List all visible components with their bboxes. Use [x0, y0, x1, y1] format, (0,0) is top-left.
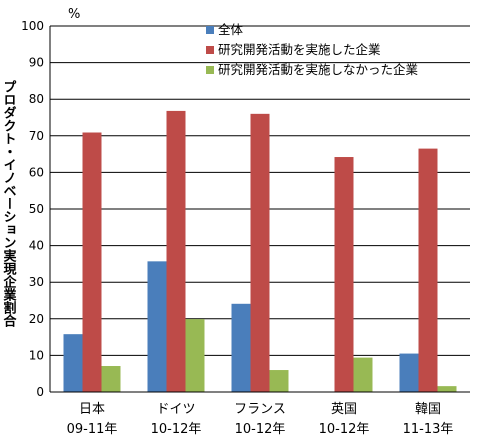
category-period-label: 09-11年	[67, 422, 118, 437]
category-label: フランス	[234, 402, 286, 417]
category-period-label: 10-12年	[151, 422, 202, 437]
axes	[49, 26, 470, 393]
x-category-labels: 日本09-11年ドイツ10-12年フランス10-12年英国10-12年韓国11-…	[67, 402, 454, 437]
y-tick-label: 70	[29, 129, 44, 143]
bars	[63, 110, 457, 393]
y-tick-label: 30	[29, 275, 44, 289]
bar-1-5	[399, 353, 419, 392]
y-tick-label: 80	[29, 92, 44, 106]
bar-3-4	[353, 357, 373, 392]
y-tick-label: 20	[29, 312, 44, 326]
bar-2-3	[250, 113, 270, 392]
y-tick-label: 40	[29, 239, 44, 253]
legend-swatch	[206, 46, 214, 54]
category-label: 英国	[331, 402, 357, 417]
bar-2-5	[418, 148, 438, 392]
legend-swatch	[206, 26, 214, 34]
y-tick-label: 0	[36, 385, 44, 399]
y-tick-label: 100	[21, 19, 44, 33]
legend-label: 研究開発活動を実施した企業	[218, 42, 381, 57]
category-label: 日本	[79, 402, 105, 417]
bar-1-3	[231, 303, 251, 392]
legend-label: 全体	[218, 22, 244, 37]
bar-3-1	[101, 366, 121, 392]
bar-3-2	[185, 319, 205, 392]
y-tick-label: 10	[29, 348, 44, 362]
legend-swatch	[206, 66, 214, 74]
y-tick-label: 90	[29, 56, 44, 70]
bar-2-1	[82, 132, 102, 393]
y-tick-labels: 0 10 20 30 40 50 60 70 80 90 100	[21, 19, 44, 399]
y-tick-label: 50	[29, 202, 44, 216]
bar-3-3	[269, 370, 289, 392]
bar-1-1	[63, 334, 83, 392]
category-period-label: 10-12年	[319, 422, 370, 437]
category-label: ドイツ	[156, 402, 195, 417]
category-label: 韓国	[415, 402, 441, 417]
y-axis-title: プロダクト・イノベーション実現企業割合	[1, 80, 18, 328]
y-tick-label: 60	[29, 165, 44, 179]
y-unit-label: %	[68, 7, 80, 22]
bar-2-2	[166, 110, 186, 393]
bar-3-5	[437, 386, 457, 392]
legend-label: 研究開発活動を実施しなかった企業	[218, 62, 419, 77]
bar-2-4	[334, 157, 354, 392]
category-period-label: 10-12年	[235, 422, 286, 437]
category-period-label: 11-13年	[403, 422, 454, 437]
bar-1-2	[147, 261, 167, 392]
